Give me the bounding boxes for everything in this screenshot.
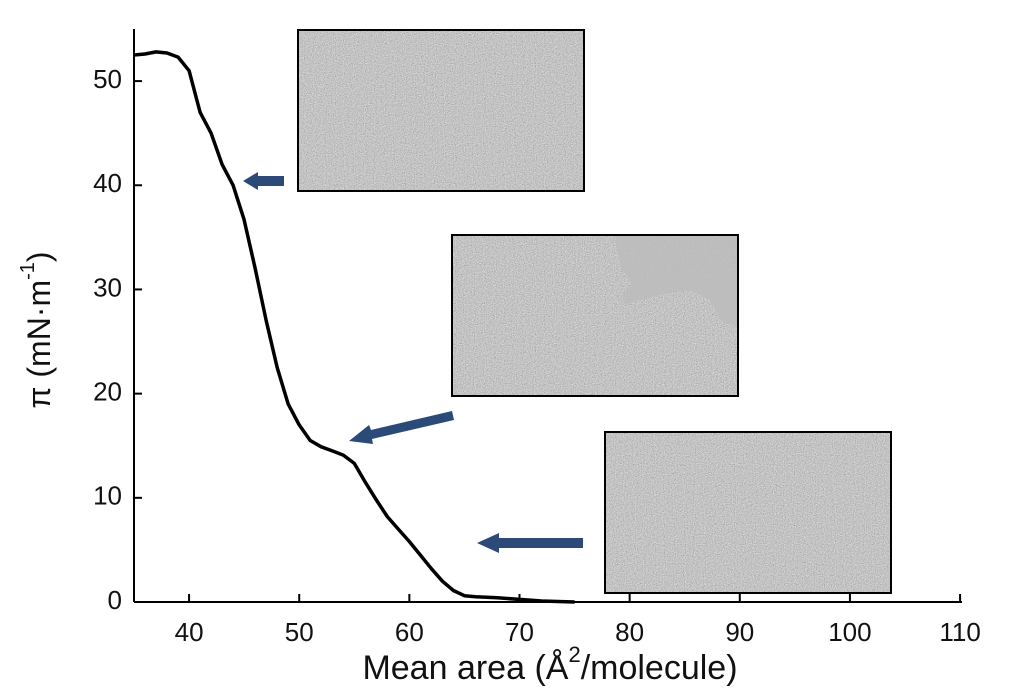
arrow [243, 172, 284, 190]
y-tick-label: 50 [93, 64, 122, 94]
y-label-sup: -1 [17, 262, 39, 280]
arrow [477, 533, 583, 553]
y-tick-label: 30 [93, 272, 122, 302]
arrows [243, 172, 583, 553]
x-tick-label: 60 [395, 617, 424, 647]
x-tick-label: 50 [285, 617, 314, 647]
y-axis-label: π (mN·m-1) [17, 251, 57, 408]
inset-image [297, 29, 585, 192]
inset-image [605, 432, 891, 593]
x-tick-label: 90 [725, 617, 754, 647]
y-label-part: π (mN·m [21, 280, 57, 409]
x-tick-label: 80 [615, 617, 644, 647]
y-label-part: ) [21, 251, 57, 262]
arrow [349, 411, 454, 444]
x-tick-label: 110 [939, 617, 980, 647]
x-axis-label: Mean area (Å2/molecule) [362, 642, 737, 687]
inset-frame [451, 234, 739, 397]
x-tick-label: 70 [505, 617, 534, 647]
inset-frame [604, 431, 892, 594]
inset-frame [297, 29, 585, 192]
x-tick-label: 40 [175, 617, 204, 647]
y-tick-label: 0 [108, 585, 122, 615]
insets [297, 29, 892, 594]
y-tick-label: 10 [93, 481, 122, 511]
isotherm-line [133, 50, 575, 604]
x-label-sup: 2 [568, 642, 580, 667]
inset-domain [615, 235, 738, 326]
y-tick-label: 40 [93, 168, 122, 198]
x-tick-label: 100 [828, 617, 871, 647]
y-tick-label: 20 [93, 377, 122, 407]
x-label-part: Mean area (Å [362, 649, 568, 687]
x-label-part: /molecule) [581, 649, 738, 687]
